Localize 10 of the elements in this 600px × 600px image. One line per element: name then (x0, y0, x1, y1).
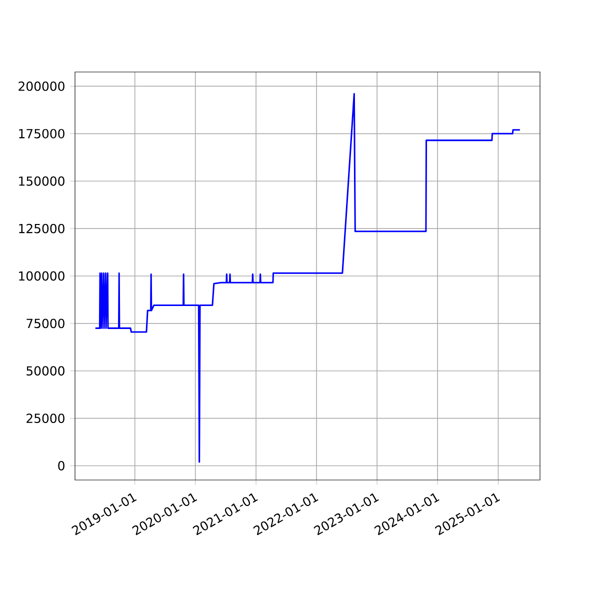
line-series (94, 93, 521, 463)
y-tick-label: 150000 (19, 176, 64, 186)
y-tick-label: 50000 (26, 366, 64, 376)
y-tick-label: 0 (58, 461, 64, 470)
y-tick-label: 25000 (26, 414, 64, 424)
y-tick-label: 200000 (18, 82, 64, 91)
y-tick-label: 125000 (19, 224, 64, 234)
y-tick-label: 75000 (26, 318, 64, 328)
y-tick-label: 175000 (19, 128, 64, 138)
y-tick-label: 100000 (19, 271, 64, 281)
